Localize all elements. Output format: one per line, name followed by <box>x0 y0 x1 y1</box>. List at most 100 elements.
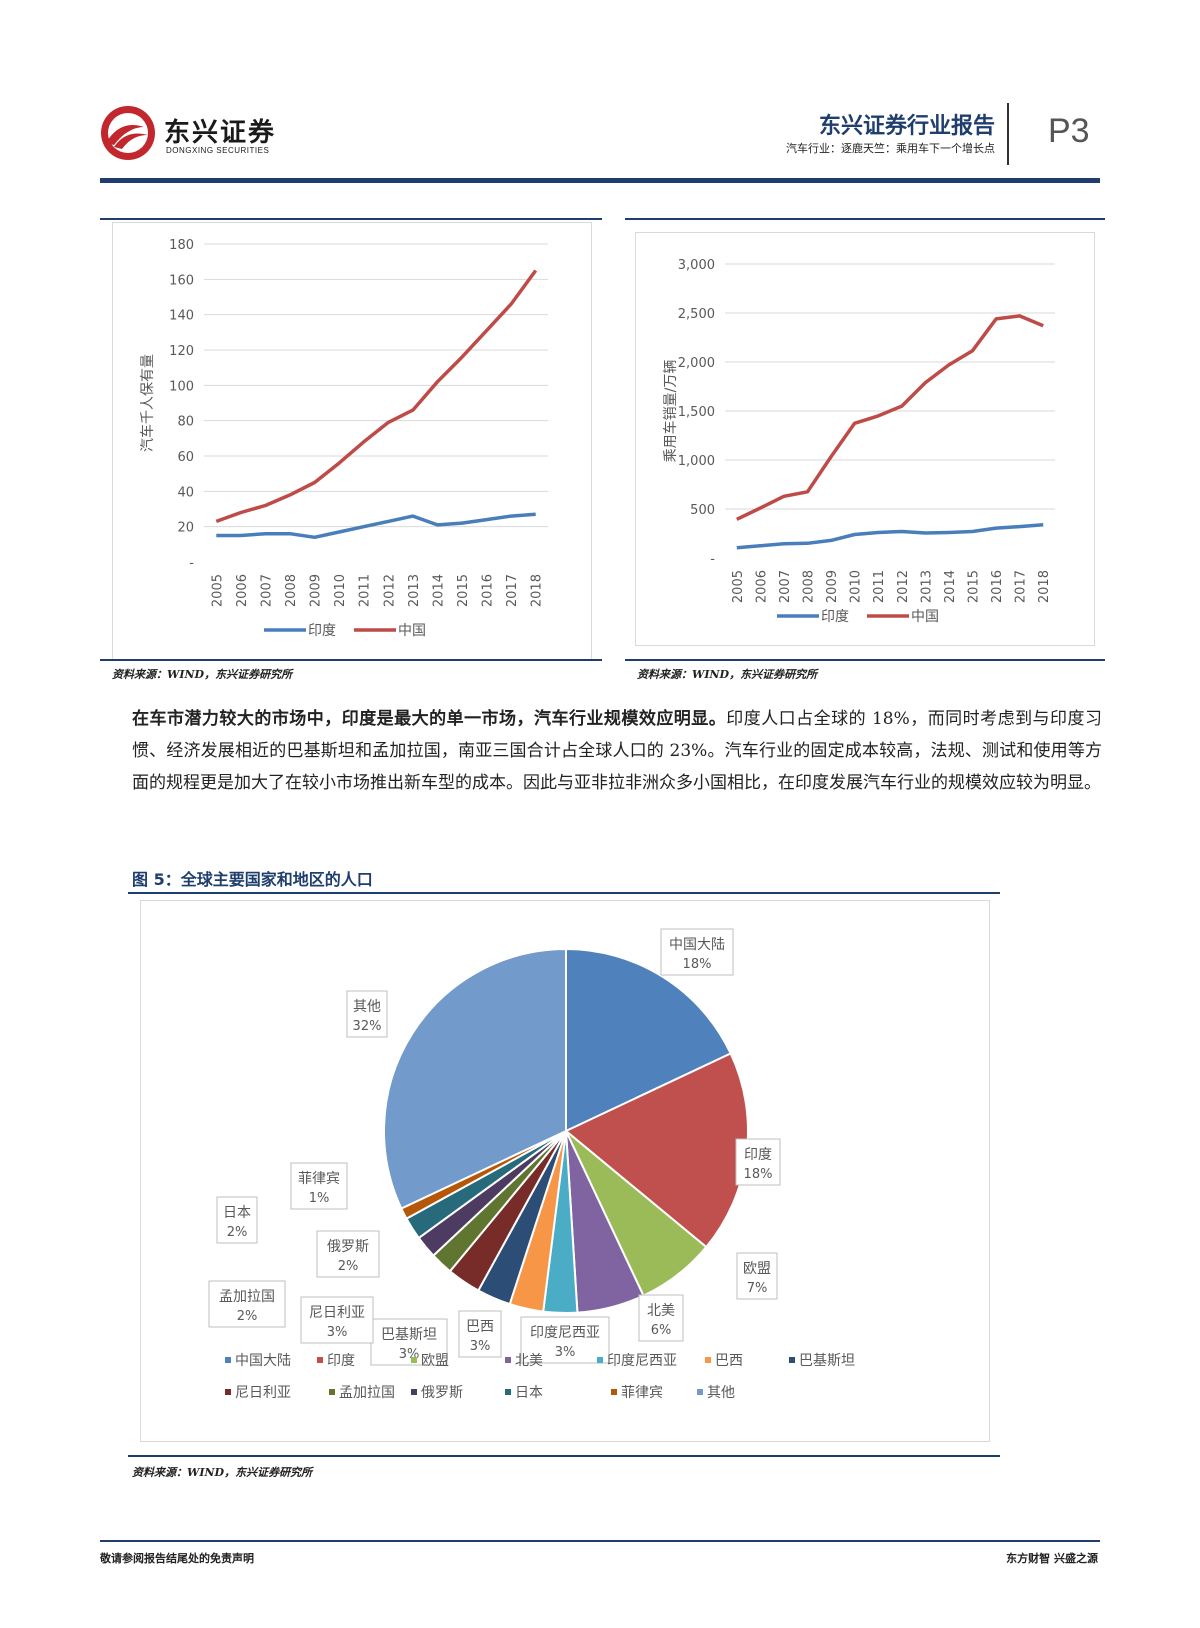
footer-slogan: 东方财智 兴盛之源 <box>1006 1552 1098 1565</box>
pie-slice-其他 <box>383 947 567 1210</box>
y-axis-label: 汽车千人保有量 <box>139 354 156 452</box>
y-axis-label: 乘用车销量/万辆 <box>662 360 679 463</box>
data-label-value: 1% <box>309 1191 330 1206</box>
chart-left-frame: - 20 40 60 80 100 120 140 160 180 2005 2006 2007 2008… <box>100 218 602 662</box>
x-tick-label: 2013 <box>919 570 934 603</box>
chart-right-frame: - 500 1,000 1,500 2,000 2,500 3,000 2005 2006 200… <box>625 218 1105 662</box>
y-tick-label: 180 <box>169 238 194 253</box>
data-label-value: 7% <box>747 1281 768 1296</box>
x-tick-label: 2012 <box>382 574 397 607</box>
x-tick-label: 2005 <box>210 574 225 607</box>
series-line-印度 <box>216 512 536 540</box>
data-label-box <box>458 1310 502 1358</box>
data-label-name: 印度尼西亚 <box>530 1325 600 1341</box>
logo-text: 东兴证券 <box>164 118 277 148</box>
legend-label: 俄罗斯 <box>421 1385 463 1401</box>
legend-label: 印度尼西亚 <box>607 1353 677 1369</box>
chart-right-bottom-rule <box>625 659 1105 661</box>
legend-label: 孟加拉国 <box>339 1385 395 1401</box>
legend-swatch <box>597 1357 603 1363</box>
data-label-box <box>216 1196 258 1244</box>
x-tick-label: 2016 <box>481 574 496 607</box>
data-label-name: 北美 <box>647 1303 675 1319</box>
y-tick-label: 20 <box>177 521 194 536</box>
data-label-box <box>316 1230 380 1278</box>
data-label-box <box>735 1138 781 1186</box>
legend-label: 菲律宾 <box>621 1385 663 1401</box>
legend-label: 中国大陆 <box>235 1353 291 1369</box>
pie-frame: 中国大陆 18% 印度 18% 欧盟 7% 北美 6% 印度尼西亚 3% 巴西 3% 巴基斯坦 3% 尼日利… <box>140 900 990 1442</box>
data-label-box <box>346 990 388 1038</box>
x-tick-label: 2010 <box>333 574 348 607</box>
data-label-value: 32% <box>353 1019 382 1034</box>
x-tick-label: 2015 <box>456 574 471 607</box>
legend-label: 中国 <box>398 623 426 639</box>
y-tick-label: - <box>710 552 715 567</box>
legend-label: 巴基斯坦 <box>799 1352 855 1369</box>
data-label-value: 2% <box>237 1309 258 1324</box>
figure5-bottom-rule <box>128 1455 1000 1457</box>
x-tick-label: 2009 <box>825 570 840 603</box>
legend-swatch <box>697 1389 703 1395</box>
legend-label: 印度 <box>327 1353 355 1369</box>
x-tick-label: 2016 <box>990 570 1005 603</box>
legend-label: 日本 <box>515 1385 543 1401</box>
x-tick-label: 2008 <box>284 574 299 607</box>
x-tick-label: 2008 <box>802 570 817 603</box>
footer-disclaimer: 敬请参阅报告结尾处的免责声明 <box>100 1552 254 1565</box>
data-label-name: 印度 <box>744 1147 772 1163</box>
x-tick-label: 2018 <box>1037 570 1052 603</box>
data-label-value: 3% <box>470 1339 491 1354</box>
y-tick-label: 1,500 <box>678 405 715 420</box>
y-tick-label: 3,000 <box>678 258 715 273</box>
legend-swatch <box>411 1389 417 1395</box>
legend-swatch <box>225 1357 231 1363</box>
x-tick-label: 2010 <box>849 570 864 603</box>
data-label-value: 3% <box>327 1325 348 1340</box>
report-subtitle: 汽车行业：逐鹿天竺：乘用车下一个增长点 <box>786 142 995 155</box>
pie-slice-中国大陆 <box>565 947 733 1133</box>
series-line-中国 <box>736 314 1044 521</box>
data-label-box <box>290 1162 348 1210</box>
footer-rule <box>100 1540 1100 1542</box>
x-tick-label: 2006 <box>235 574 250 607</box>
chart-right-source: 资料来源：WIND，东兴证券研究所 <box>637 668 818 681</box>
chart-right-inner-border <box>635 232 1095 646</box>
paragraph-lead: 在车市潜力较大的市场中，印度是最大的单一市场，汽车行业规模效应明显。 <box>132 709 727 729</box>
report-title: 东兴证券行业报告 <box>818 114 995 139</box>
data-label-box <box>736 1252 778 1300</box>
legend-swatch <box>317 1357 323 1363</box>
data-label-value: 3% <box>555 1345 576 1360</box>
data-label-name: 日本 <box>223 1205 251 1221</box>
data-label-value: 2% <box>338 1259 359 1274</box>
y-tick-label: 120 <box>169 344 194 359</box>
x-tick-label: 2015 <box>967 570 982 603</box>
x-tick-label: 2007 <box>259 574 274 607</box>
y-tick-label: 140 <box>169 309 194 324</box>
logo-emblem-icon <box>101 106 155 160</box>
y-tick-label: 2,000 <box>678 356 715 371</box>
data-label-box <box>370 1318 448 1366</box>
figure5-source: 资料来源：WIND，东兴证券研究所 <box>132 1466 313 1479</box>
figure5-title: 图 5：全球主要国家和地区的人口 <box>132 870 373 889</box>
data-label-name: 中国大陆 <box>669 937 725 953</box>
x-tick-label: 2018 <box>530 574 545 607</box>
x-tick-label: 2007 <box>778 570 793 603</box>
data-label-name: 俄罗斯 <box>327 1239 369 1255</box>
body-paragraph: 在车市潜力较大的市场中，印度是最大的单一市场，汽车行业规模效应明显。印度人口占全… <box>132 703 1102 799</box>
legend-swatch <box>611 1389 617 1395</box>
chart-left-svg: - 20 40 60 80 100 120 140 160 180 2005 2006 2007 2008… <box>139 238 548 639</box>
x-tick-label: 2014 <box>943 570 958 603</box>
x-tick-label: 2011 <box>872 570 887 603</box>
legend-swatch <box>789 1357 795 1363</box>
data-label-name: 欧盟 <box>743 1261 771 1277</box>
chart-left-bottom-rule <box>100 659 602 661</box>
header-rule <box>100 178 1100 183</box>
chart-right-svg: - 500 1,000 1,500 2,000 2,500 3,000 2005 2006 200… <box>662 258 1055 625</box>
data-label-name: 巴西 <box>466 1319 494 1335</box>
data-label-name: 孟加拉国 <box>219 1289 275 1305</box>
y-tick-label: 40 <box>177 485 194 500</box>
data-label-value: 18% <box>683 957 712 972</box>
y-tick-label: 1,000 <box>678 454 715 469</box>
data-label-box <box>638 1294 684 1342</box>
